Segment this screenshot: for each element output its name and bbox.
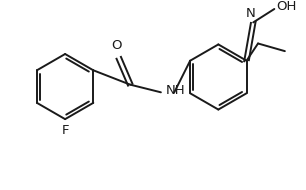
Text: N: N [245, 6, 255, 20]
Text: F: F [62, 124, 69, 137]
Text: OH: OH [276, 0, 297, 13]
Text: O: O [112, 39, 122, 52]
Text: NH: NH [166, 84, 185, 97]
